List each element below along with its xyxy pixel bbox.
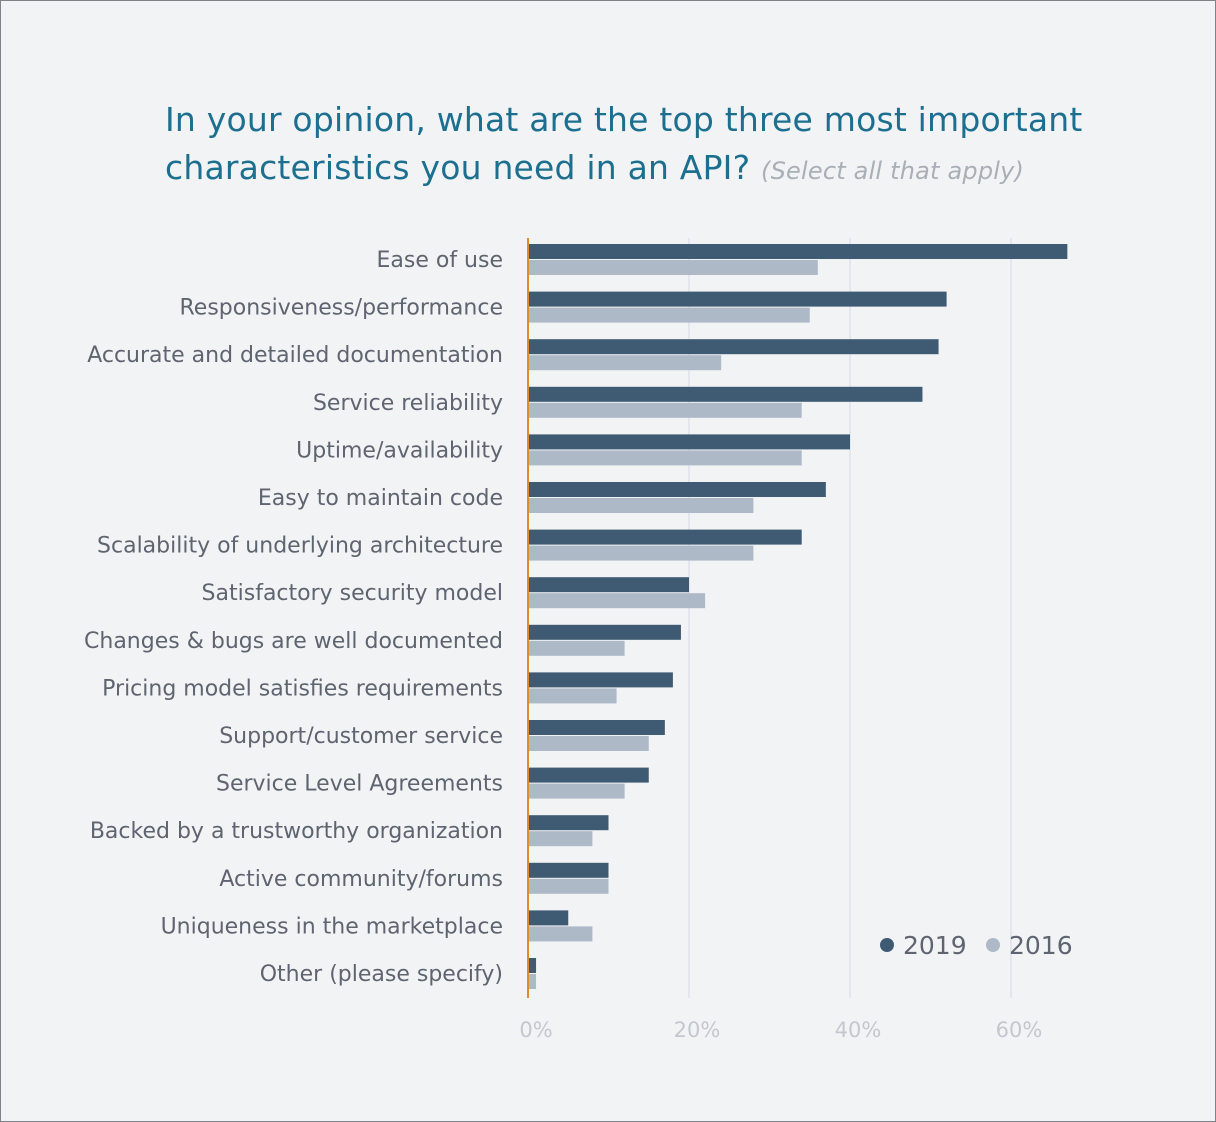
chart-title-note: (Select all that apply) (761, 157, 1025, 185)
bar-2019-4 (528, 434, 850, 450)
x-tick-labels: 0% 20% 40% 60% (519, 1018, 1042, 1042)
bar-2019-6 (528, 529, 802, 545)
chart-title-main: In your opinion, what are the top three … (165, 100, 1083, 187)
category-label-3: Service reliability (313, 391, 503, 416)
bar-2016-5 (528, 498, 754, 513)
category-label-6: Scalability of underlying architecture (97, 534, 503, 559)
legend-marker-2016 (986, 938, 1000, 952)
category-label-4: Uptime/availability (296, 438, 503, 463)
category-label-13: Active community/forums (219, 867, 503, 892)
x-tick-label-0: 0% (519, 1018, 552, 1042)
legend-label-2016: 2016 (1009, 931, 1073, 960)
bar-2019-2 (528, 339, 939, 355)
bar-2019-15 (528, 958, 537, 973)
bar-2019-13 (528, 862, 609, 878)
category-label-9: Pricing model satisfies requirements (102, 676, 503, 701)
category-label-0: Ease of use (376, 248, 503, 273)
bar-2016-3 (528, 402, 802, 418)
bar-2016-1 (528, 307, 810, 323)
bar-2019-5 (528, 482, 826, 497)
category-label-12: Backed by a trustworthy organization (90, 819, 503, 844)
bar-2019-11 (528, 767, 649, 783)
legend-marker-2019 (880, 938, 894, 952)
bar-2019-3 (528, 386, 923, 402)
bar-2016-15 (528, 974, 537, 989)
bars (528, 244, 1068, 989)
bar-2019-12 (528, 815, 609, 831)
legend-label-2019: 2019 (903, 931, 967, 960)
category-label-7: Satisfactory security model (202, 581, 503, 606)
bar-2016-8 (528, 640, 625, 656)
x-tick-label-2: 40% (835, 1018, 882, 1042)
bar-2016-12 (528, 831, 593, 847)
legend: 2019 2016 (880, 931, 1073, 960)
bar-2016-10 (528, 736, 649, 751)
category-label-11: Service Level Agreements (216, 772, 503, 797)
category-label-15: Other (please specify) (260, 962, 503, 987)
bar-2019-7 (528, 577, 689, 593)
chart-title: In your opinion, what are the top three … (165, 96, 1145, 195)
category-label-5: Easy to maintain code (258, 486, 503, 511)
bar-2016-11 (528, 783, 625, 799)
category-labels: Ease of use Responsiveness/performance Acc… (84, 248, 503, 987)
bar-2019-10 (528, 720, 665, 735)
category-label-14: Uniqueness in the marketplace (161, 914, 503, 939)
bar-2016-6 (528, 545, 754, 561)
bar-2019-9 (528, 672, 673, 688)
bar-2019-0 (528, 244, 1068, 259)
bar-2016-2 (528, 355, 722, 371)
bar-2016-7 (528, 593, 706, 609)
bar-2019-8 (528, 624, 681, 640)
x-tick-label-3: 60% (996, 1018, 1043, 1042)
bar-2016-4 (528, 450, 802, 466)
bar-2016-0 (528, 260, 818, 275)
bar-2016-14 (528, 926, 593, 942)
bar-2016-13 (528, 878, 609, 894)
bar-2019-14 (528, 910, 569, 926)
bar-2016-9 (528, 688, 617, 704)
category-label-8: Changes & bugs are well documented (84, 629, 503, 654)
category-label-1: Responsiveness/performance (179, 296, 503, 321)
x-tick-label-1: 20% (674, 1018, 721, 1042)
bar-2019-1 (528, 291, 947, 307)
category-label-10: Support/customer service (219, 724, 503, 749)
category-label-2: Accurate and detailed documentation (87, 343, 503, 368)
